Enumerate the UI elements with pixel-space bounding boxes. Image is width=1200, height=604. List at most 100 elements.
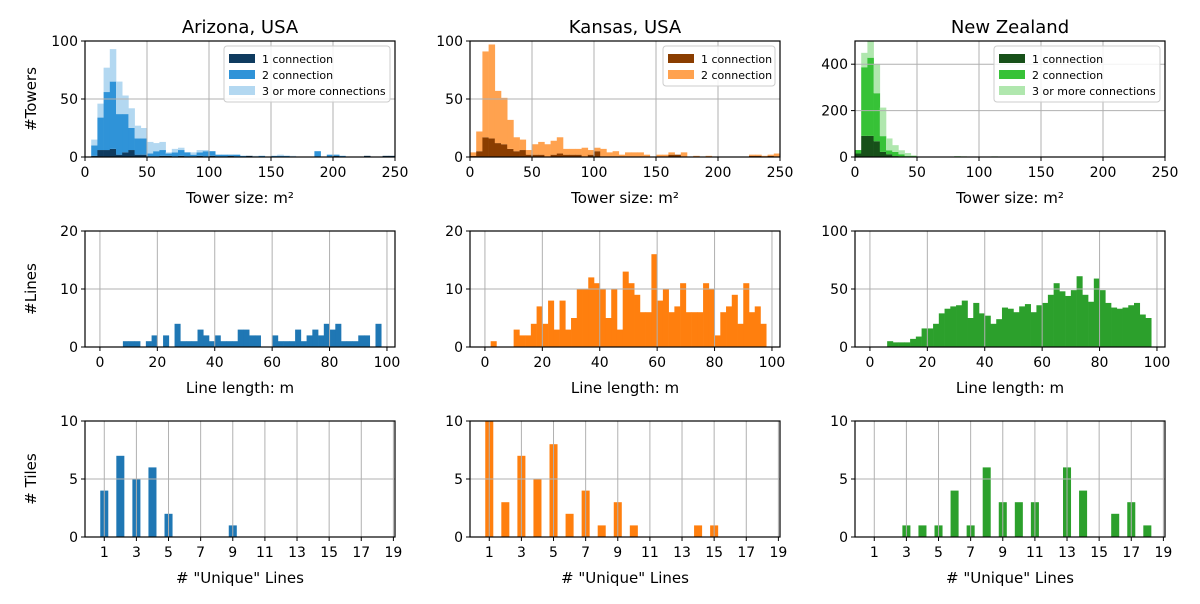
bar-14 xyxy=(694,525,702,537)
bar-18 xyxy=(1143,525,1151,537)
bar-series0-bin14 xyxy=(950,306,956,347)
bar-series1-bin16 xyxy=(184,152,191,157)
bar-series0-bin11 xyxy=(548,301,554,347)
bar-series0-bin26 xyxy=(634,295,640,347)
bar-series1-bin34 xyxy=(681,152,688,157)
x-tick-label: 40 xyxy=(591,355,609,371)
x-tick-label: 60 xyxy=(263,355,281,371)
bar-series0-bin17 xyxy=(583,289,589,347)
bar-series0-bin14 xyxy=(180,341,186,347)
bar-series2-bin31 xyxy=(277,155,284,156)
plot-area xyxy=(855,231,1165,347)
x-tick-label: 60 xyxy=(648,355,666,371)
legend-label: 2 connection xyxy=(701,69,772,82)
x-tick-label: 100 xyxy=(581,165,608,181)
bar-series0-bin6 xyxy=(507,149,514,157)
bar-series0-bin46 xyxy=(1134,303,1140,347)
bar-series0-bin34 xyxy=(680,283,686,347)
bar-series0-bin39 xyxy=(324,324,330,347)
legend-swatch xyxy=(999,70,1025,79)
bar-series1-bin8 xyxy=(520,140,527,150)
legend-swatch xyxy=(229,86,255,95)
plot-area xyxy=(85,421,395,537)
bar-series0-bin36 xyxy=(692,312,698,347)
bar-series0-bin15 xyxy=(571,318,577,347)
bar-series0-bin6 xyxy=(122,152,129,157)
bar-10 xyxy=(630,525,638,537)
bar-series0-bin47 xyxy=(1140,315,1146,347)
bar-series2-bin8 xyxy=(905,153,912,156)
bar-series0-bin4 xyxy=(880,152,887,157)
bar-series0-bin8 xyxy=(531,324,537,347)
bar-series0-bin31 xyxy=(663,289,669,347)
legend-label: 1 connection xyxy=(262,53,333,66)
bar-series0-bin2 xyxy=(867,136,874,157)
y-tick-label: 10 xyxy=(830,414,848,430)
y-tick-label: 20 xyxy=(445,224,463,240)
y-axis-label: #Towers xyxy=(22,67,40,131)
bar-series1-bin3 xyxy=(104,92,111,150)
bar-4 xyxy=(148,467,156,537)
bar-series0-bin45 xyxy=(1128,305,1134,347)
x-tick-label: 250 xyxy=(1152,165,1179,181)
bar-series0-bin41 xyxy=(335,324,341,347)
x-tick-label: 100 xyxy=(196,165,223,181)
bar-series1-bin14 xyxy=(172,152,179,157)
y-tick-label: 0 xyxy=(69,340,78,356)
bar-series0-bin36 xyxy=(307,335,313,347)
x-axis-label: Tower size: m² xyxy=(570,189,679,207)
bar-series0-bin15 xyxy=(186,341,192,347)
bar-series1-bin20 xyxy=(594,148,601,151)
bar-series0-bin43 xyxy=(1117,309,1123,347)
bar-series0-bin32 xyxy=(669,312,675,347)
x-tick-label: 19 xyxy=(384,545,402,561)
x-tick-label: 15 xyxy=(1090,545,1108,561)
y-axis-label: #Lines xyxy=(22,263,40,315)
bar-series2-bin2 xyxy=(867,41,874,58)
bar-series1-bin3 xyxy=(489,44,496,138)
x-tick-label: 60 xyxy=(1033,355,1051,371)
bar-series1-bin9 xyxy=(141,138,148,154)
bar-series0-bin24 xyxy=(1008,309,1014,347)
legend-swatch xyxy=(668,54,694,63)
bar-series0-bin13 xyxy=(175,324,181,347)
bar-series1-bin25 xyxy=(625,152,632,157)
x-tick-label: 13 xyxy=(288,545,306,561)
y-tick-label: 200 xyxy=(821,104,848,120)
x-tick-label: 80 xyxy=(321,355,339,371)
bar-series0-bin23 xyxy=(617,330,623,347)
bar-series0-bin22 xyxy=(611,289,617,347)
bar-series1-bin1 xyxy=(861,67,868,136)
bar-series0-bin21 xyxy=(605,318,611,347)
bar-series2-bin3 xyxy=(104,68,111,92)
x-axis-label: # "Unique" Lines xyxy=(176,569,304,587)
bar-series1-bin32 xyxy=(668,152,675,154)
bar-series1-bin6 xyxy=(507,120,514,149)
bar-series1-bin9 xyxy=(526,150,533,155)
y-tick-label: 0 xyxy=(69,150,78,166)
x-tick-label: 3 xyxy=(132,545,141,561)
bar-series0-bin20 xyxy=(594,151,601,157)
y-tick-label: 0 xyxy=(839,150,848,166)
bar-series0-bin37 xyxy=(1082,295,1088,347)
bar-series0-bin7 xyxy=(513,151,520,157)
bar-series0-bin32 xyxy=(1054,283,1060,347)
bar-series1-bin6 xyxy=(892,152,899,156)
bar-series0-bin34 xyxy=(295,330,301,347)
bar-series0-bin1 xyxy=(476,151,483,157)
x-tick-label: 7 xyxy=(196,545,205,561)
y-tick-label: 10 xyxy=(60,414,78,430)
bar-series1-bin4 xyxy=(110,82,117,149)
bar-series2-bin1 xyxy=(861,53,868,67)
bar-series0-bin40 xyxy=(1100,290,1106,347)
bar-8 xyxy=(983,467,991,537)
bar-series2-bin7 xyxy=(128,108,135,128)
x-tick-label: 7 xyxy=(966,545,975,561)
x-tick-label: 20 xyxy=(148,355,166,371)
bar-series2-bin5 xyxy=(116,82,123,114)
bar-series0-bin43 xyxy=(732,295,738,347)
bar-series0-bin44 xyxy=(738,324,744,347)
